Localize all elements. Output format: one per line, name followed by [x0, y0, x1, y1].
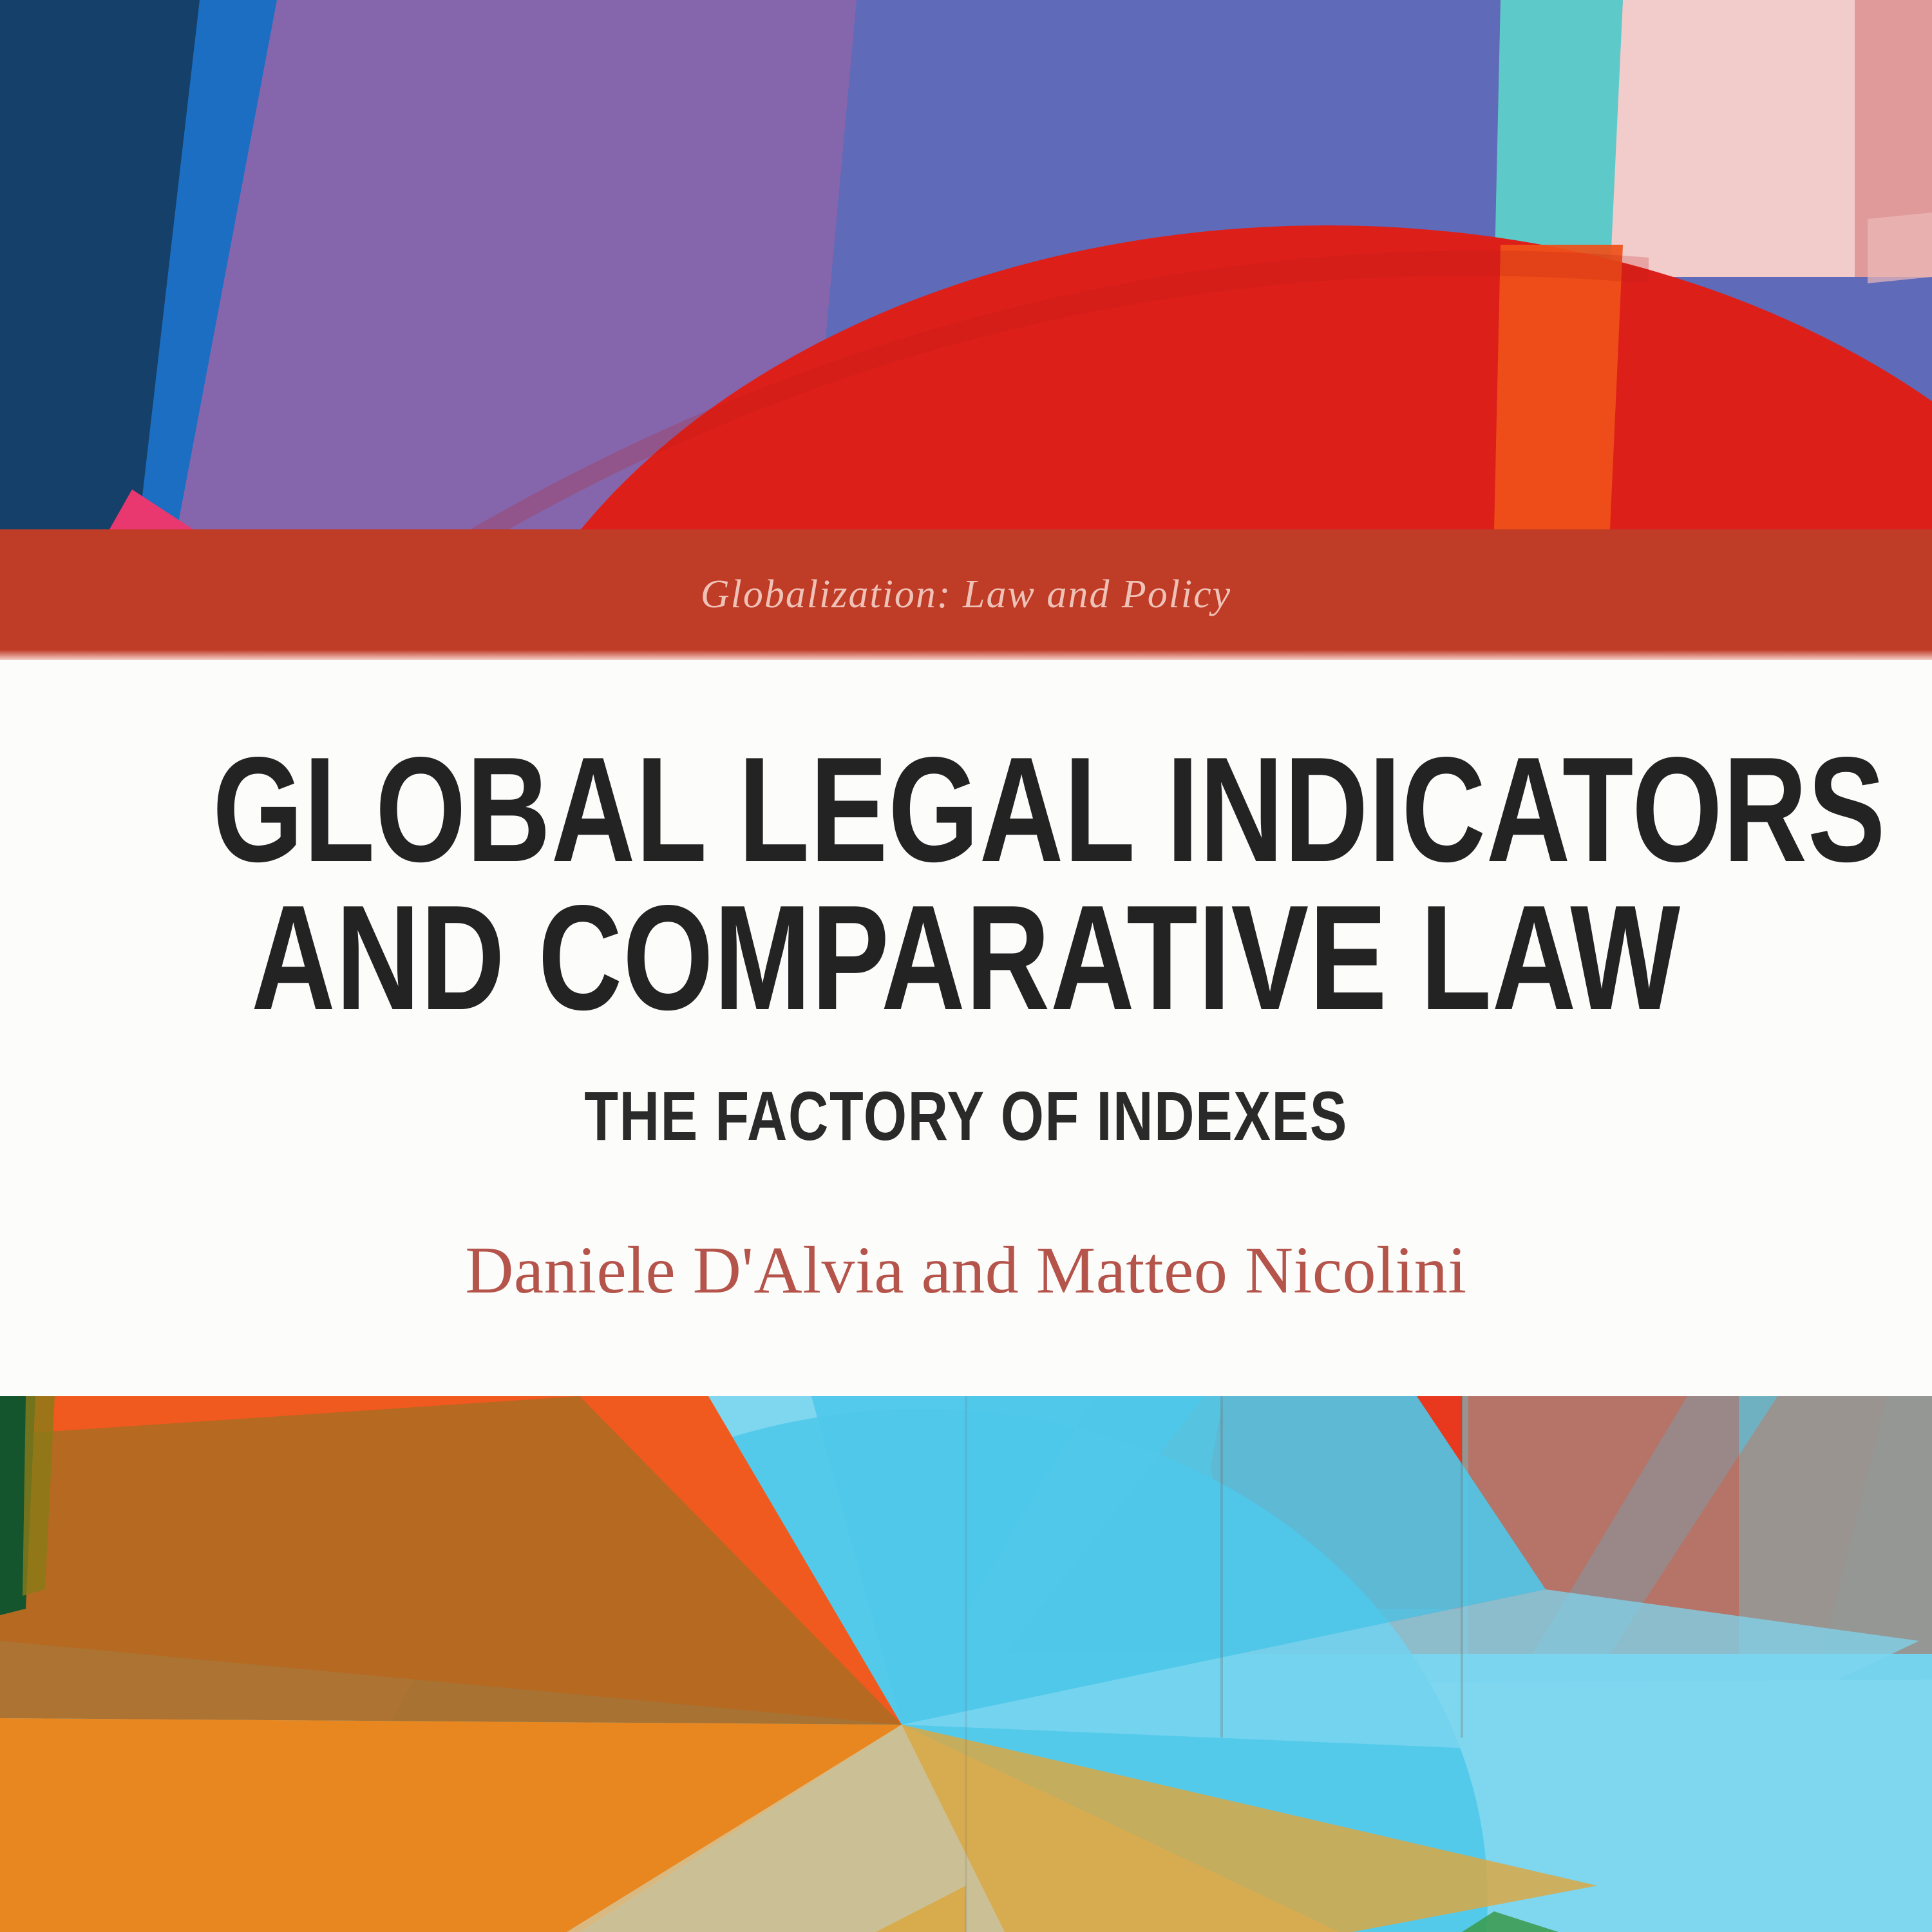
cover-text-panel: GLOBAL LEGAL INDICATORS AND COMPARATIVE … — [0, 660, 1932, 1396]
series-band: Globalization: Law and Policy — [0, 529, 1932, 660]
cover-artwork-top — [0, 0, 1932, 529]
series-title: Globalization: Law and Policy — [700, 573, 1232, 616]
cover-artwork-bottom — [0, 1396, 1932, 1932]
book-authors: Daniele D'Alvia and Matteo Nicolini — [465, 1233, 1467, 1308]
book-subtitle: THE FACTORY OF INDEXES — [584, 1077, 1348, 1155]
book-title: GLOBAL LEGAL INDICATORS AND COMPARATIVE … — [0, 726, 1932, 1041]
title-line-2: AND COMPARATIVE LAW — [251, 874, 1681, 1041]
title-line-1: GLOBAL LEGAL INDICATORS — [213, 726, 1886, 893]
